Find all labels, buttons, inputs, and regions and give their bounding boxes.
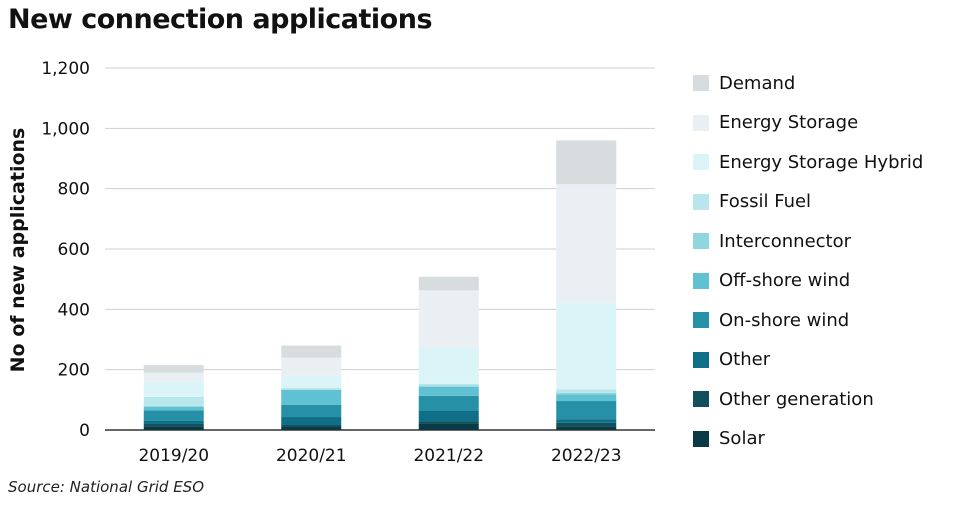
- bar-segment: [281, 345, 342, 358]
- x-tick-label: 2021/22: [413, 446, 484, 466]
- bar-segment: [143, 396, 204, 406]
- bar-segment: [143, 372, 204, 382]
- bar-segment: [418, 395, 479, 411]
- bar-segment: [281, 417, 342, 425]
- bar-segment: [143, 406, 204, 411]
- legend-swatch: [693, 114, 709, 131]
- bar-segment: [556, 426, 617, 430]
- bar-segment: [143, 405, 204, 407]
- bar-segment: [281, 389, 342, 405]
- legend-swatch: [693, 233, 709, 249]
- legend-item: Interconnector: [693, 230, 851, 252]
- legend-label: Energy Storage: [719, 112, 859, 133]
- bar-segment: [418, 290, 479, 348]
- bar-segment: [556, 419, 617, 423]
- bar-segment: [281, 426, 342, 430]
- bar-segment: [556, 303, 617, 390]
- bar-segment: [143, 365, 204, 373]
- bar-segment: [556, 389, 617, 393]
- legend-item: Solar: [693, 428, 765, 450]
- legend-item: On-shore wind: [693, 309, 849, 331]
- legend-label: Fossil Fuel: [719, 191, 812, 212]
- legend-item: Demand: [693, 72, 795, 94]
- bar-segment: [281, 404, 342, 418]
- legend-item: Energy Storage Hybrid: [693, 151, 923, 173]
- y-tick-label: 1,200: [41, 59, 90, 79]
- y-tick-label: 0: [79, 421, 90, 441]
- legend-swatch: [693, 154, 709, 170]
- legend-swatch: [693, 430, 709, 447]
- legend-label: Interconnector: [719, 230, 852, 252]
- source-note: Source: National Grid ESO: [8, 478, 204, 496]
- y-tick-labels: 0 200 400 600 800 1,000 1,200: [41, 59, 90, 441]
- bar-segment: [418, 383, 479, 386]
- bar-segment: [281, 424, 342, 427]
- bar-segment: [418, 385, 479, 387]
- bar-segment: [556, 184, 617, 304]
- bar-segment: [556, 401, 617, 420]
- legend-label: Demand: [719, 72, 796, 94]
- bar-segment: [418, 386, 479, 396]
- bar-segment: [281, 387, 342, 390]
- y-tick-label: 600: [58, 240, 90, 260]
- legend-item: Fossil Fuel: [693, 191, 811, 213]
- chart-title: New connection applications: [8, 4, 433, 35]
- legend-item: Energy Storage: [693, 112, 858, 134]
- bar-segment: [556, 140, 617, 185]
- y-tick-label: 200: [58, 361, 90, 381]
- bar-segment: [143, 410, 204, 421]
- bar-segment: [418, 347, 479, 384]
- bar-segment: [556, 392, 617, 395]
- bar-segment: [143, 381, 204, 397]
- y-tick-label: 1,000: [41, 119, 90, 139]
- x-tick-labels: 2019/20 2020/21 2021/22 2022/23: [138, 446, 621, 466]
- legend-swatch: [693, 312, 709, 328]
- bar-segment: [418, 423, 479, 430]
- x-tick-label: 2019/20: [138, 446, 209, 466]
- legend-label: Energy Storage Hybrid: [719, 151, 924, 173]
- bar-segment: [418, 421, 479, 424]
- bar-segment: [143, 423, 204, 427]
- bar-segment: [556, 422, 617, 427]
- y-tick-label: 800: [58, 180, 90, 200]
- legend-swatch: [693, 351, 709, 368]
- legend-item: Off-shore wind: [693, 270, 850, 292]
- legend-swatch: [693, 193, 709, 210]
- bars: [143, 140, 617, 430]
- bar-segment: [418, 410, 479, 422]
- bar-segment: [281, 375, 342, 388]
- legend-item: Other generation: [693, 388, 874, 410]
- legend-label: Other: [719, 349, 771, 370]
- legend-label: Off-shore wind: [719, 270, 851, 291]
- legend-swatch: [693, 75, 709, 91]
- bar-segment: [281, 357, 342, 376]
- y-tick-label: 400: [58, 300, 90, 320]
- bar-segment: [143, 420, 204, 424]
- x-tick-label: 2022/23: [551, 446, 622, 466]
- legend-swatch: [693, 391, 709, 407]
- legend-item: Other: [693, 349, 770, 371]
- legend-label: Solar: [719, 428, 765, 449]
- bar-segment: [556, 394, 617, 402]
- bar-segment: [143, 426, 204, 430]
- bar-segment: [281, 389, 342, 390]
- bar-segment: [418, 276, 479, 291]
- legend-label: On-shore wind: [719, 309, 850, 331]
- x-tick-label: 2020/21: [276, 446, 347, 466]
- legend-swatch: [693, 272, 709, 289]
- y-axis-label: No of new applications: [7, 128, 29, 373]
- legend-label: Other generation: [719, 388, 874, 410]
